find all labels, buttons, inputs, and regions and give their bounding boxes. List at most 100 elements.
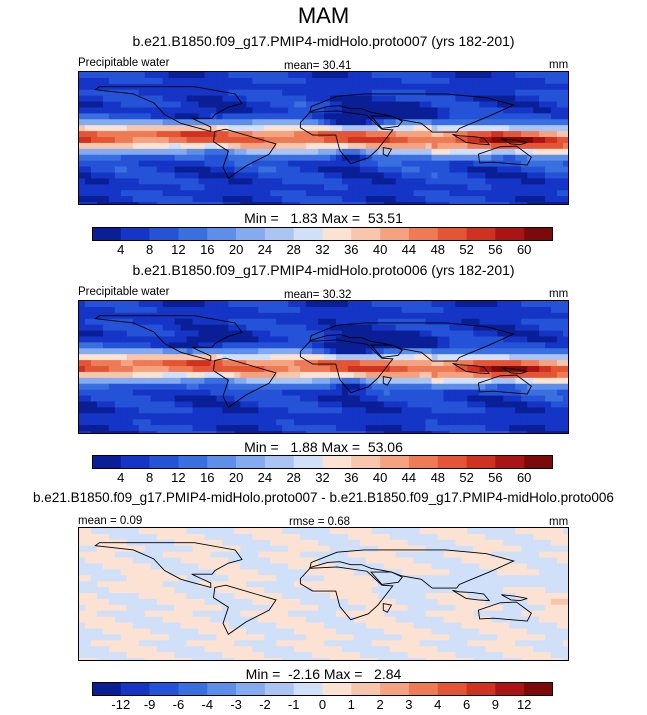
colorbar-tick-label: 48 — [430, 470, 446, 485]
colorbar-swatch — [322, 682, 352, 696]
colorbar-tick-label: -12 — [111, 697, 131, 712]
panel-1-mean-label: mean= 30.41 — [284, 60, 352, 72]
colorbar-tick-label: 4 — [117, 470, 125, 485]
colorbar-swatch — [466, 682, 496, 696]
colorbar-swatch — [495, 455, 525, 469]
colorbar-tick-label: 16 — [200, 470, 215, 485]
colorbar-swatch — [380, 682, 410, 696]
colorbar-swatch — [351, 455, 381, 469]
panel-1-units-label: mm — [549, 59, 569, 71]
colorbar-swatch — [524, 227, 553, 241]
panel-1-variable-label: Precipitable water — [78, 57, 170, 69]
panel-2-colorbar — [92, 455, 553, 469]
panel-2-variable-label: Precipitable water — [78, 286, 170, 298]
colorbar-tick-label: 60 — [516, 242, 532, 257]
colorbar-swatch — [408, 682, 439, 696]
colorbar-swatch — [437, 682, 467, 696]
colorbar-swatch — [437, 227, 467, 241]
colorbar-tick-label: 52 — [459, 470, 474, 485]
colorbar-swatch — [178, 227, 208, 241]
colorbar-tick-label: 2 — [376, 697, 384, 712]
colorbar-swatch — [236, 455, 266, 469]
panel-3-colorbar — [92, 682, 553, 696]
colorbar-tick-label: 52 — [459, 242, 474, 257]
colorbar-swatch — [408, 455, 439, 469]
colorbar-swatch — [351, 682, 381, 696]
colorbar-tick-label: 4 — [117, 242, 125, 257]
colorbar-swatch — [466, 455, 496, 469]
colorbar-tick-label: -3 — [230, 697, 242, 712]
colorbar-swatch — [207, 682, 237, 696]
colorbar-tick-label: 44 — [401, 242, 417, 257]
panel-2-colorbar-labels: 4 8 12 16 20 24 28 32 36 40 44 48 52 56 60 — [92, 470, 553, 486]
colorbar-tick-label: 20 — [228, 470, 244, 485]
colorbar-tick-label: 4 — [434, 697, 442, 712]
colorbar-tick-label: 12 — [171, 242, 186, 257]
colorbar-tick-label: 9 — [491, 697, 500, 712]
colorbar-tick-label: 40 — [372, 242, 388, 257]
colorbar-tick-label: -4 — [201, 697, 214, 712]
colorbar-tick-label: 60 — [516, 470, 532, 485]
colorbar-swatch — [236, 682, 266, 696]
colorbar-tick-label: 48 — [430, 242, 446, 257]
colorbar-tick-label: 8 — [145, 242, 154, 257]
colorbar-tick-label: -9 — [143, 697, 156, 712]
colorbar-swatch — [322, 455, 352, 469]
colorbar-swatch — [466, 227, 496, 241]
colorbar-tick-label: 6 — [462, 697, 471, 712]
panel-2-field — [79, 301, 568, 433]
panel-3-map — [78, 527, 569, 661]
colorbar-tick-label: 32 — [315, 242, 330, 257]
colorbar-swatch — [149, 227, 179, 241]
colorbar-swatch — [92, 227, 122, 241]
colorbar-tick-label: 24 — [257, 242, 273, 257]
colorbar-swatch — [293, 455, 323, 469]
panel-2-min-max: Min = 1.88 Max = 53.06 — [244, 439, 403, 455]
colorbar-tick-label: 12 — [516, 697, 532, 712]
panel-3-mean-label: mean = 0.09 — [78, 515, 143, 527]
colorbar-swatch — [293, 227, 323, 241]
colorbar-swatch — [178, 682, 208, 696]
panel-3-colorbar-labels: -12 -9 -6 -4 -3 -2 -1 0 1 2 3 4 6 9 12 — [92, 697, 553, 713]
colorbar-tick-label: -2 — [259, 697, 271, 712]
panel-3-rmse-label: rmse = 0.68 — [289, 516, 351, 528]
colorbar-swatch — [408, 227, 439, 241]
panel-2-map — [78, 300, 569, 434]
colorbar-tick-label: 40 — [372, 470, 388, 485]
colorbar-tick-label: 28 — [286, 242, 301, 257]
colorbar-swatch — [437, 455, 467, 469]
panel-1-colorbar-labels: 4 8 12 16 20 24 28 32 36 40 44 48 52 56 60 — [92, 242, 553, 258]
colorbar-tick-label: 36 — [344, 242, 359, 257]
panel-1-map — [78, 71, 569, 205]
colorbar-swatch — [524, 682, 553, 696]
colorbar-tick-label: 0 — [318, 697, 327, 712]
figure-title: MAM — [297, 3, 350, 28]
colorbar-tick-label: 28 — [286, 470, 301, 485]
colorbar-tick-label: 32 — [315, 470, 330, 485]
panel-2-mean-label: mean= 30.32 — [284, 289, 352, 301]
panel-1-field — [79, 72, 568, 204]
panel-1-min-max: Min = 1.83 Max = 53.51 — [244, 210, 403, 226]
colorbar-tick-label: 8 — [145, 470, 154, 485]
colorbar-swatch — [380, 455, 410, 469]
colorbar-tick-label: 12 — [171, 470, 186, 485]
panel-3-field — [79, 528, 568, 660]
colorbar-swatch — [524, 455, 553, 469]
colorbar-swatch — [92, 455, 122, 469]
colorbar-tick-label: 56 — [488, 242, 503, 257]
colorbar-tick-label: 1 — [347, 697, 355, 712]
panel-2-case-title: b.e21.B1850.f09_g17.PMIP4-midHolo.proto0… — [132, 262, 515, 278]
colorbar-tick-label: 3 — [405, 697, 413, 712]
colorbar-swatch — [207, 227, 237, 241]
colorbar-swatch — [264, 682, 294, 696]
colorbar-swatch — [207, 455, 237, 469]
colorbar-tick-label: 56 — [488, 470, 503, 485]
colorbar-swatch — [149, 682, 179, 696]
colorbar-swatch — [120, 227, 150, 241]
colorbar-swatch — [178, 455, 208, 469]
colorbar-tick-label: 16 — [200, 242, 215, 257]
panel-3-min-max: Min = -2.16 Max = 2.84 — [245, 666, 402, 682]
panel-1-case-title: b.e21.B1850.f09_g17.PMIP4-midHolo.proto0… — [132, 33, 515, 49]
colorbar-tick-label: -1 — [287, 697, 300, 712]
colorbar-swatch — [120, 455, 150, 469]
